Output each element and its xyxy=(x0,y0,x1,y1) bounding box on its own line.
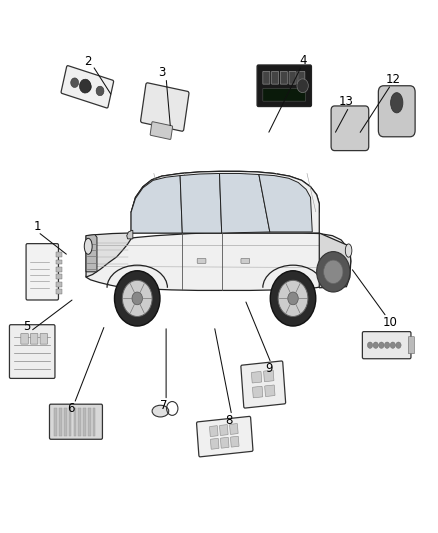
Polygon shape xyxy=(258,174,311,232)
Circle shape xyxy=(278,280,307,317)
Polygon shape xyxy=(180,173,221,233)
FancyBboxPatch shape xyxy=(61,66,113,108)
FancyBboxPatch shape xyxy=(263,370,273,382)
Text: 12: 12 xyxy=(385,73,400,86)
FancyBboxPatch shape xyxy=(56,274,62,279)
Text: 1: 1 xyxy=(34,220,42,233)
FancyBboxPatch shape xyxy=(219,425,228,435)
FancyBboxPatch shape xyxy=(288,71,295,84)
Text: 13: 13 xyxy=(338,95,353,108)
FancyBboxPatch shape xyxy=(240,259,249,263)
Text: 7: 7 xyxy=(159,399,167,413)
Circle shape xyxy=(395,342,400,349)
FancyBboxPatch shape xyxy=(56,260,62,264)
FancyBboxPatch shape xyxy=(26,244,58,300)
Text: 5: 5 xyxy=(23,320,31,333)
FancyBboxPatch shape xyxy=(240,361,285,408)
Circle shape xyxy=(83,82,91,92)
Circle shape xyxy=(367,342,372,349)
Polygon shape xyxy=(127,230,133,239)
Circle shape xyxy=(287,292,297,305)
FancyBboxPatch shape xyxy=(280,71,287,84)
Circle shape xyxy=(114,271,159,326)
Text: 8: 8 xyxy=(225,414,232,427)
FancyBboxPatch shape xyxy=(262,88,305,101)
Circle shape xyxy=(71,78,78,87)
FancyBboxPatch shape xyxy=(59,408,62,435)
FancyBboxPatch shape xyxy=(209,426,218,437)
Polygon shape xyxy=(131,175,182,233)
Circle shape xyxy=(96,86,104,96)
FancyBboxPatch shape xyxy=(262,71,269,84)
FancyBboxPatch shape xyxy=(252,386,262,398)
FancyBboxPatch shape xyxy=(361,332,410,359)
Polygon shape xyxy=(219,173,269,233)
FancyBboxPatch shape xyxy=(56,252,62,257)
Text: 3: 3 xyxy=(158,66,165,79)
FancyBboxPatch shape xyxy=(210,439,219,449)
Circle shape xyxy=(270,271,315,326)
FancyBboxPatch shape xyxy=(150,122,172,140)
Circle shape xyxy=(378,342,383,349)
Text: 4: 4 xyxy=(299,54,307,67)
FancyBboxPatch shape xyxy=(69,408,71,435)
Text: 9: 9 xyxy=(264,362,272,375)
Circle shape xyxy=(384,342,389,349)
FancyBboxPatch shape xyxy=(297,71,304,84)
Circle shape xyxy=(372,342,378,349)
Circle shape xyxy=(122,280,152,317)
FancyBboxPatch shape xyxy=(56,267,62,272)
Circle shape xyxy=(296,79,307,93)
Polygon shape xyxy=(131,171,318,233)
Polygon shape xyxy=(131,171,318,212)
Polygon shape xyxy=(86,233,131,277)
FancyBboxPatch shape xyxy=(40,334,47,344)
FancyBboxPatch shape xyxy=(92,408,95,435)
Circle shape xyxy=(389,342,395,349)
FancyBboxPatch shape xyxy=(30,334,38,344)
FancyBboxPatch shape xyxy=(140,83,188,131)
Polygon shape xyxy=(318,233,350,288)
FancyBboxPatch shape xyxy=(407,337,413,354)
FancyBboxPatch shape xyxy=(330,106,368,151)
FancyBboxPatch shape xyxy=(220,438,229,448)
FancyBboxPatch shape xyxy=(49,404,102,439)
FancyBboxPatch shape xyxy=(271,71,278,84)
Ellipse shape xyxy=(345,244,351,257)
FancyBboxPatch shape xyxy=(230,437,238,447)
Circle shape xyxy=(323,260,342,284)
FancyBboxPatch shape xyxy=(78,408,81,435)
Ellipse shape xyxy=(390,93,402,113)
FancyBboxPatch shape xyxy=(21,334,28,344)
Polygon shape xyxy=(86,233,350,290)
Ellipse shape xyxy=(84,238,92,254)
Circle shape xyxy=(132,292,142,305)
Text: 2: 2 xyxy=(84,55,92,68)
FancyBboxPatch shape xyxy=(378,86,414,137)
FancyBboxPatch shape xyxy=(257,65,311,107)
FancyBboxPatch shape xyxy=(74,408,76,435)
FancyBboxPatch shape xyxy=(54,408,57,435)
Circle shape xyxy=(316,252,349,292)
Circle shape xyxy=(79,79,91,93)
FancyBboxPatch shape xyxy=(56,289,62,294)
Text: 10: 10 xyxy=(382,316,397,329)
FancyBboxPatch shape xyxy=(10,325,55,378)
FancyBboxPatch shape xyxy=(196,416,252,457)
Polygon shape xyxy=(86,235,97,272)
FancyBboxPatch shape xyxy=(56,282,62,287)
FancyBboxPatch shape xyxy=(251,372,261,383)
Text: 6: 6 xyxy=(67,402,74,415)
FancyBboxPatch shape xyxy=(83,408,85,435)
FancyBboxPatch shape xyxy=(229,424,237,434)
FancyBboxPatch shape xyxy=(197,259,205,263)
FancyBboxPatch shape xyxy=(88,408,90,435)
FancyBboxPatch shape xyxy=(64,408,67,435)
FancyBboxPatch shape xyxy=(264,385,274,397)
Ellipse shape xyxy=(152,405,168,417)
